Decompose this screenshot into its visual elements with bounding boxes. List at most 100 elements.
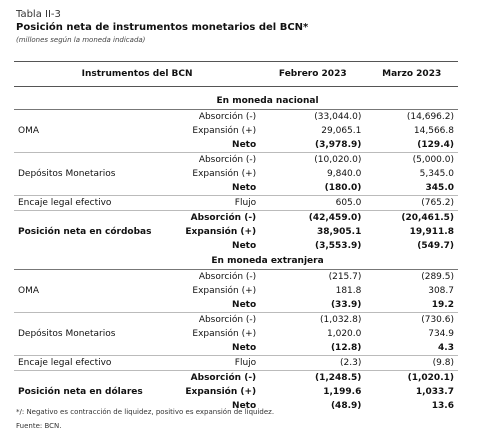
concept: Expansión (+) — [192, 125, 257, 136]
concept: Neto — [232, 240, 257, 251]
concept: Expansión (+) — [185, 226, 257, 237]
cell — [14, 86, 170, 110]
value-feb: (10,020.0) — [260, 152, 366, 167]
value-feb: (180.0) — [324, 182, 362, 193]
cell — [365, 86, 458, 110]
value-mar: (765.2) — [365, 195, 458, 211]
concept: Flujo — [169, 355, 261, 371]
value-mar: (5,000.0) — [365, 152, 458, 167]
group-label: Posición neta en córdobas — [14, 210, 170, 253]
value-feb: (1,032.8) — [260, 312, 366, 327]
value-mar: (289.5) — [421, 271, 454, 282]
value-mar: (129.4) — [417, 139, 454, 150]
concept: Neto — [232, 299, 257, 310]
column-header: Febrero 2023 — [260, 61, 366, 87]
concept: Neto — [232, 342, 257, 353]
value-mar: 19.2 — [431, 299, 454, 310]
value-feb: (33.9) — [330, 299, 362, 310]
group-label: Depósitos Monetarios — [14, 312, 170, 356]
section-row: En moneda extranjera — [14, 253, 458, 270]
concept: Flujo — [169, 195, 261, 211]
value-feb: 1,199.6 — [323, 386, 362, 397]
value-mar: 19,911.8 — [409, 226, 454, 237]
data-row: Neto (33.9) 19.2 — [14, 298, 458, 313]
section-row: En moneda nacional — [14, 86, 458, 110]
data-row: Expansión (+) 1,020.0 734.9 — [14, 327, 458, 341]
column-header: Instrumentos del BCN — [14, 61, 261, 87]
group-label: Depósitos Monetarios — [14, 152, 170, 196]
concept: Expansión (+) — [192, 285, 257, 296]
group-label: Encaje legal efectivo — [14, 355, 170, 371]
value-feb: (42,459.0) — [260, 210, 366, 225]
value-feb: (1,248.5) — [260, 370, 366, 385]
concept: Neto — [232, 139, 257, 150]
data-row: Expansión (+) 181.8 308.7 — [14, 284, 458, 298]
data-row: Neto (48.9) 13.6 — [14, 399, 458, 413]
value-mar: 734.9 — [428, 328, 454, 339]
concept: Absorción (-) — [169, 210, 261, 225]
value-mar: 4.3 — [438, 342, 454, 353]
table-title: Posición neta de instrumentos monetarios… — [16, 22, 309, 33]
concept: Neto — [232, 400, 257, 411]
value-mar: 14,566.8 — [413, 125, 454, 136]
footnote: */: Negativo es contracción de liquidez,… — [16, 408, 275, 416]
concept: Expansión (+) — [192, 168, 257, 179]
column-header: Marzo 2023 — [365, 61, 458, 87]
data-row: Expansión (+) 9,840.0 5,345.0 — [14, 167, 458, 181]
data-row: Expansión (+) 38,905.1 19,911.8 — [14, 225, 458, 239]
table-label: Tabla II-3 — [16, 9, 61, 20]
cell — [365, 253, 458, 270]
data-row: Encaje legal efectivo Flujo 605.0 (765.2) — [14, 195, 458, 211]
value-feb: (3,553.9) — [314, 240, 362, 251]
data-row: Expansión (+) 1,199.6 1,033.7 — [14, 385, 458, 399]
group-label: Posición neta en dólares — [14, 370, 170, 413]
value-mar: (549.7) — [417, 240, 454, 251]
value-mar: 5,345.0 — [419, 168, 454, 179]
data-row: Expansión (+) 29,065.1 14,566.8 — [14, 124, 458, 138]
value-mar: 1,033.7 — [415, 386, 454, 397]
data-row: Neto (3,553.9) (549.7) — [14, 239, 458, 253]
value-feb: 29,065.1 — [321, 125, 362, 136]
section-title: En moneda extranjera — [169, 253, 366, 270]
concept: Absorción (-) — [198, 271, 257, 282]
table-subtitle: (millones según la moneda indicada) — [16, 36, 146, 44]
value-mar: (20,461.5) — [365, 210, 458, 225]
value-feb: (48.9) — [330, 400, 362, 411]
value-feb: 605.0 — [260, 195, 366, 211]
concept: Absorción (-) — [198, 111, 257, 122]
data-row: Neto (3,978.9) (129.4) — [14, 138, 458, 153]
group-label: Encaje legal efectivo — [14, 195, 170, 211]
data-row: OMA Absorción (-) (215.7) (289.5) — [14, 270, 458, 296]
data-row: Depósitos Monetarios Absorción (-) (10,020… — [14, 152, 458, 196]
group-label: OMA — [18, 125, 40, 136]
data-row: Neto (12.8) 4.3 — [14, 341, 458, 356]
group-label: OMA — [18, 285, 40, 296]
value-feb: (215.7) — [328, 271, 362, 282]
source: Fuente: BCN. — [16, 422, 62, 430]
table: Instrumentos del BCN Febrero 2023 Marzo … — [14, 61, 458, 413]
value-feb: (33,044.0) — [314, 111, 362, 122]
value-feb: 9,840.0 — [327, 168, 362, 179]
value-feb: (12.8) — [330, 342, 362, 353]
section-title: En moneda nacional — [169, 86, 366, 110]
value-feb: 38,905.1 — [316, 226, 362, 237]
table-body: En moneda nacional OMA Absorción (-) (33,04… — [14, 86, 458, 413]
value-feb: (3,978.9) — [314, 139, 362, 150]
concept: Absorción (-) — [169, 370, 261, 385]
header-row: Instrumentos del BCN Febrero 2023 Marzo … — [14, 61, 458, 87]
data-row: Encaje legal efectivo Flujo (2.3) (9.8) — [14, 355, 458, 371]
value-mar: (730.6) — [365, 312, 458, 327]
concept: Neto — [232, 182, 257, 193]
data-row: Depósitos Monetarios Absorción (-) (1,032.… — [14, 312, 458, 356]
value-feb: (2.3) — [260, 355, 366, 371]
concept: Expansión (+) — [185, 386, 257, 397]
concept: Absorción (-) — [169, 152, 261, 167]
value-feb: 181.8 — [335, 285, 362, 296]
concept: Expansión (+) — [192, 328, 257, 339]
value-mar: 13.6 — [431, 400, 454, 411]
value-mar: (1,020.1) — [365, 370, 458, 385]
cell — [14, 253, 170, 270]
value-feb: 1,020.0 — [327, 328, 362, 339]
data-row: OMA Absorción (-) (33,044.0) (14,696.2) — [14, 110, 458, 136]
